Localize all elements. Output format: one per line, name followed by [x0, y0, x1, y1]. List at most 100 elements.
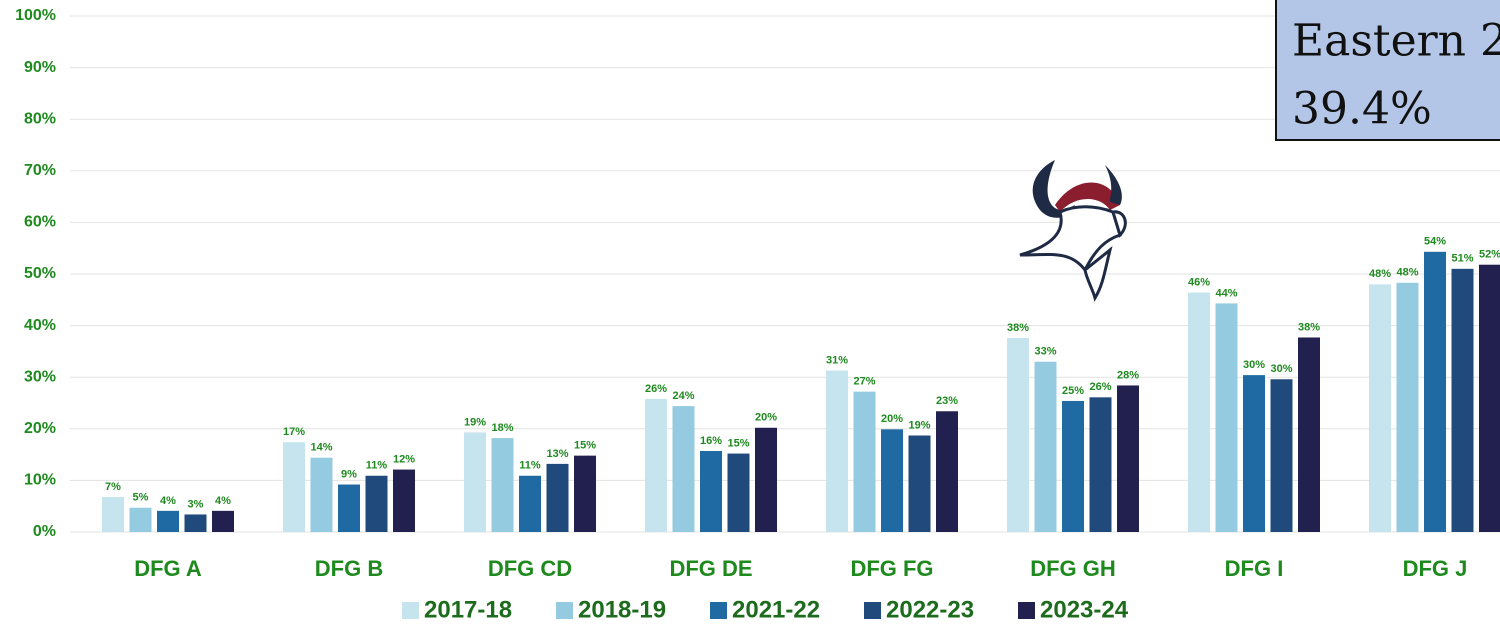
legend-swatch	[710, 602, 727, 619]
annotation-box: Eastern 2 39.4%	[1275, 0, 1500, 141]
x-tick-label: DFG DE	[669, 556, 752, 581]
value-label: 24%	[672, 390, 694, 402]
bar	[672, 406, 695, 532]
bar	[546, 463, 569, 532]
bar	[129, 507, 152, 532]
bar	[365, 475, 388, 532]
bar	[1369, 284, 1391, 532]
bar	[102, 496, 124, 532]
bar	[1007, 337, 1029, 532]
value-label: 11%	[519, 460, 541, 472]
value-label: 31%	[826, 354, 848, 366]
value-label: 33%	[1034, 346, 1056, 358]
legend-swatch	[864, 602, 881, 619]
annotation-line: 39.4%	[1292, 84, 1432, 135]
y-tick-label: 30%	[24, 368, 56, 385]
y-tick-label: 70%	[24, 162, 56, 179]
value-label: 12%	[393, 453, 415, 465]
bar	[881, 429, 903, 532]
value-label: 15%	[727, 437, 749, 449]
bar	[1424, 251, 1446, 532]
value-label: 4%	[215, 495, 231, 507]
bar	[1089, 397, 1112, 532]
y-tick-label: 60%	[24, 214, 56, 231]
value-label: 54%	[1424, 236, 1446, 248]
value-label: 48%	[1396, 267, 1418, 279]
legend-label: 2018-19	[578, 596, 666, 623]
value-label: 3%	[188, 498, 204, 510]
bar	[519, 475, 541, 532]
bar	[1270, 379, 1293, 532]
annotation-background	[1275, 0, 1500, 141]
bar	[936, 411, 958, 532]
x-tick-label: DFG B	[315, 556, 383, 581]
value-label: 48%	[1369, 268, 1391, 280]
value-label: 19%	[464, 416, 486, 428]
bar	[1188, 292, 1210, 532]
value-label: 20%	[755, 412, 777, 424]
y-tick-label: 20%	[24, 420, 56, 437]
value-label: 25%	[1062, 385, 1084, 397]
bar	[310, 457, 333, 532]
value-label: 46%	[1188, 276, 1210, 288]
y-tick-label: 80%	[24, 110, 56, 127]
value-label: 18%	[491, 422, 513, 434]
x-tick-label: DFG GH	[1030, 556, 1116, 581]
value-label: 16%	[700, 435, 722, 447]
bar	[1034, 361, 1057, 532]
bar	[645, 398, 667, 532]
bar	[1298, 337, 1320, 532]
legend-swatch	[1018, 602, 1035, 619]
value-label: 26%	[1089, 381, 1111, 393]
bar	[755, 427, 777, 532]
bars: DFG A 7% 5% 4% 3% 4% DFG B 17% 14% 9% 11% 12% DFG CD…	[102, 236, 1500, 581]
value-label: 51%	[1451, 253, 1473, 265]
value-label: 13%	[546, 448, 568, 460]
value-label: 17%	[283, 426, 305, 438]
value-label: 14%	[310, 442, 332, 454]
value-label: 44%	[1215, 287, 1237, 299]
value-label: 11%	[366, 460, 388, 472]
x-tick-label: DFG J	[1403, 556, 1468, 581]
bar	[727, 453, 750, 532]
viking-logo	[1019, 160, 1127, 302]
annotation-line: Eastern 2	[1292, 16, 1500, 67]
bar	[1243, 375, 1265, 532]
x-tick-label: DFG I	[1225, 556, 1284, 581]
y-tick-label: 90%	[24, 59, 56, 76]
value-label: 20%	[881, 413, 903, 425]
value-label: 7%	[105, 481, 121, 493]
value-label: 52%	[1479, 249, 1500, 261]
bar	[212, 510, 234, 532]
bar	[826, 370, 848, 532]
bar	[393, 469, 415, 532]
legend-label: 2017-18	[424, 596, 512, 623]
x-tick-label: DFG FG	[850, 556, 933, 581]
bar	[1396, 282, 1419, 532]
x-tick-label: DFG CD	[488, 556, 572, 581]
bar	[157, 510, 179, 532]
x-tick-label: DFG A	[134, 556, 202, 581]
bar	[700, 450, 722, 532]
legend-swatch	[402, 602, 419, 619]
value-label: 9%	[341, 468, 357, 480]
bar	[491, 438, 514, 532]
value-label: 15%	[574, 440, 596, 452]
value-label: 38%	[1298, 321, 1320, 333]
y-tick-label: 10%	[24, 472, 56, 489]
bar	[1451, 268, 1474, 532]
value-label: 26%	[645, 383, 667, 395]
bar	[184, 514, 207, 532]
bar	[338, 484, 360, 532]
legend-label: 2021-22	[732, 596, 820, 623]
legend-label: 2022-23	[886, 596, 974, 623]
bar	[1062, 400, 1084, 532]
value-label: 4%	[160, 495, 176, 507]
y-tick-label: 40%	[24, 317, 56, 334]
value-label: 5%	[133, 492, 149, 504]
value-label: 19%	[908, 419, 930, 431]
y-tick-label: 50%	[24, 265, 56, 282]
value-label: 23%	[936, 395, 958, 407]
legend: 2017-18 2018-19 2021-22 2022-23 2023-24	[402, 596, 1129, 623]
